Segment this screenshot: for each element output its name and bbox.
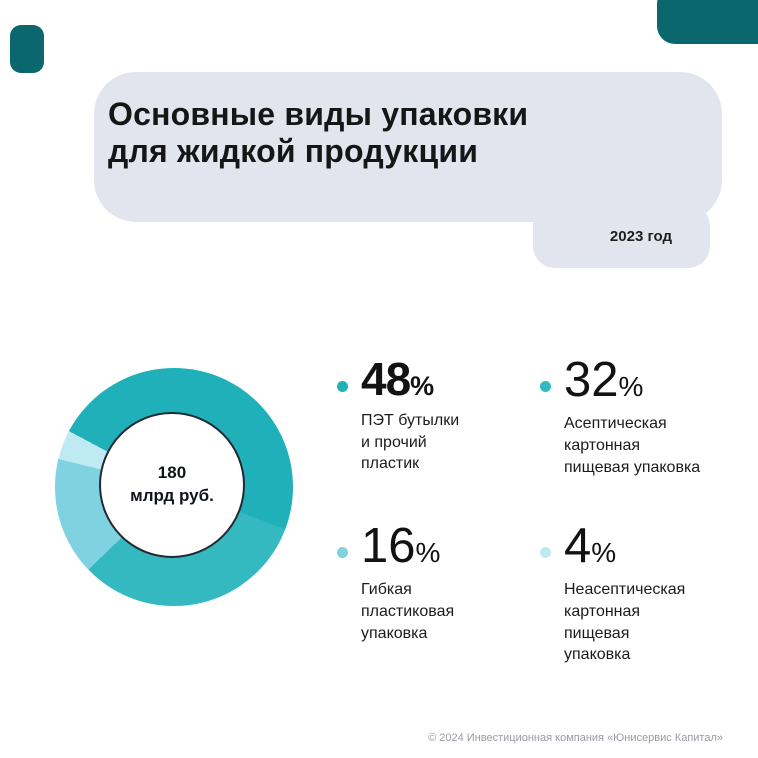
percentage-number: 16 xyxy=(361,519,416,573)
percent-sign: % xyxy=(591,537,617,568)
legend-label: Неасептическая картонная пищевая упаковк… xyxy=(564,581,686,664)
percentage-value: 4% xyxy=(564,519,730,573)
donut-hole: 180 млрд руб. xyxy=(99,412,245,558)
percentage-number: 48 xyxy=(361,353,411,405)
donut-total-unit: млрд руб. xyxy=(130,486,214,505)
legend-bullet-icon xyxy=(540,381,551,392)
legend-item-flexible-plastic: 16% Гибкая пластиковая упаковка xyxy=(337,519,527,644)
legend-item-nonaseptic-carton: 4% Неасептическая картонная пищевая упак… xyxy=(540,519,730,666)
donut-chart: 180 млрд руб. xyxy=(55,368,293,606)
legend-bullet-icon xyxy=(540,547,551,558)
percentage-number: 4 xyxy=(564,519,592,573)
percentage-value: 48% xyxy=(361,355,527,403)
percent-sign: % xyxy=(415,537,441,568)
page-title-line-2: для жидкой продукции xyxy=(108,133,479,170)
legend-body: 32% Асептическая картонная пищевая упако… xyxy=(564,353,730,478)
year-badge-label: 2023 год xyxy=(609,227,672,245)
legend-body: 16% Гибкая пластиковая упаковка xyxy=(361,519,527,644)
donut-total-value: 180 xyxy=(157,463,187,483)
percentage-value: 16% xyxy=(361,519,527,573)
percent-sign: % xyxy=(410,371,435,401)
legend-label: Гибкая пластиковая упаковка xyxy=(361,581,455,642)
title-card: Основные виды упаковки для жидкой продук… xyxy=(94,72,722,222)
year-badge: 2023 год xyxy=(533,204,710,268)
legend-label: Асептическая картонная пищевая упаковка xyxy=(564,415,701,476)
page-title: Основные виды упаковки для жидкой продук… xyxy=(108,96,702,170)
legend-body: 48% ПЭТ бутылки и прочий пластик xyxy=(361,355,527,475)
corner-accent-top-left xyxy=(10,25,44,73)
percent-sign: % xyxy=(618,371,644,402)
corner-accent-top-right xyxy=(657,0,758,44)
footer-credit: © 2024 Инвестиционная компания «Юнисерви… xyxy=(428,732,723,744)
percentage-value: 32% xyxy=(564,353,730,407)
legend-bullet-icon xyxy=(337,547,348,558)
legend-label: ПЭТ бутылки и прочий пластик xyxy=(361,412,460,473)
legend-item-pet-plastic: 48% ПЭТ бутылки и прочий пластик xyxy=(337,355,527,475)
page-title-line-1: Основные виды упаковки xyxy=(108,96,529,132)
percentage-number: 32 xyxy=(564,353,619,407)
legend-bullet-icon xyxy=(337,381,348,392)
legend-body: 4% Неасептическая картонная пищевая упак… xyxy=(564,519,730,666)
donut-center-label: 180 млрд руб. xyxy=(130,462,214,508)
legend-item-aseptic-carton: 32% Асептическая картонная пищевая упако… xyxy=(540,353,730,478)
